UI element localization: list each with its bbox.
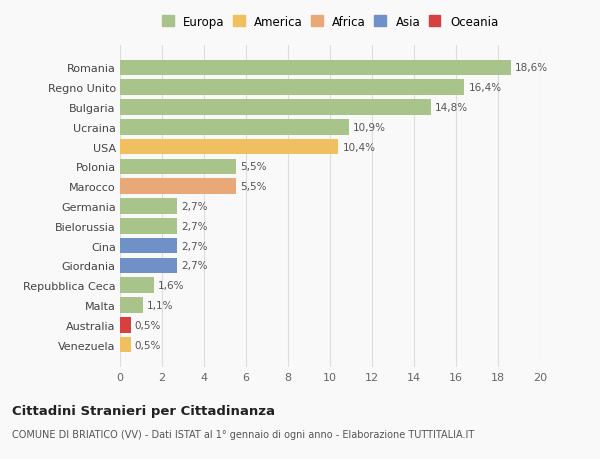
Bar	[120, 179, 235, 195]
Text: 1,6%: 1,6%	[158, 280, 184, 291]
Bar	[120, 218, 176, 234]
Bar	[120, 318, 131, 333]
Text: 10,9%: 10,9%	[353, 123, 386, 133]
Bar	[120, 297, 143, 313]
Bar	[120, 80, 464, 95]
Text: Cittadini Stranieri per Cittadinanza: Cittadini Stranieri per Cittadinanza	[12, 404, 275, 417]
Text: 0,5%: 0,5%	[134, 320, 161, 330]
Bar	[120, 120, 349, 135]
Text: 10,4%: 10,4%	[343, 142, 376, 152]
Bar	[120, 199, 176, 214]
Bar	[120, 337, 131, 353]
Bar	[120, 238, 176, 254]
Text: 2,7%: 2,7%	[181, 241, 208, 251]
Bar	[120, 159, 235, 175]
Text: COMUNE DI BRIATICO (VV) - Dati ISTAT al 1° gennaio di ogni anno - Elaborazione T: COMUNE DI BRIATICO (VV) - Dati ISTAT al …	[12, 429, 474, 439]
Text: 5,5%: 5,5%	[240, 162, 266, 172]
Text: 2,7%: 2,7%	[181, 221, 208, 231]
Text: 16,4%: 16,4%	[469, 83, 502, 93]
Bar	[120, 61, 511, 76]
Bar	[120, 140, 338, 155]
Text: 0,5%: 0,5%	[134, 340, 161, 350]
Text: 5,5%: 5,5%	[240, 182, 266, 192]
Text: 2,7%: 2,7%	[181, 202, 208, 212]
Text: 18,6%: 18,6%	[515, 63, 548, 73]
Text: 1,1%: 1,1%	[148, 300, 174, 310]
Bar	[120, 100, 431, 116]
Text: 14,8%: 14,8%	[435, 103, 468, 113]
Text: 2,7%: 2,7%	[181, 261, 208, 271]
Bar	[120, 258, 176, 274]
Legend: Europa, America, Africa, Asia, Oceania: Europa, America, Africa, Asia, Oceania	[160, 13, 500, 31]
Bar	[120, 278, 154, 293]
